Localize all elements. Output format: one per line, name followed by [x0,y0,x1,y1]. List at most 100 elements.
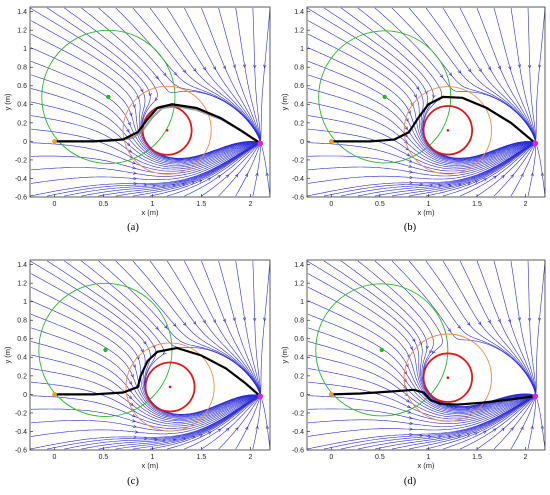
streamline [30,314,260,418]
streamline-arrow [457,69,462,74]
streamline-arrow [133,176,137,181]
streamline [261,145,270,197]
obstacle-center [446,376,450,380]
streamline-arrow [501,174,505,179]
x-tick-label: 1 [150,201,154,208]
streamline-arrow [409,432,414,437]
streamline-arrow [530,172,534,177]
streamline [166,7,261,141]
y-tick-label: 0.6 [17,336,27,343]
streamline-arrow [245,426,249,431]
x-tick-label: 0.5 [375,201,385,208]
streamline [201,144,260,197]
obstacle-outer-circle [403,333,493,422]
streamline-arrow [134,430,139,434]
streamline-arrow [466,433,471,437]
streamline [493,398,535,450]
streamline [132,396,259,450]
streamline [30,395,258,427]
streamline-arrow [129,402,134,406]
x-tick-label: 1.5 [472,201,482,208]
y-tick-label: 1.4 [294,9,304,16]
streamline-arrow [432,94,436,99]
streamline [30,142,259,172]
streamline-arrow [162,351,167,355]
streamline-arrow [132,104,136,109]
streamline [261,397,270,450]
green-point [103,347,108,353]
streamline-arrow [467,68,472,73]
y-tick-label: -0.4 [292,429,304,436]
streamline [98,396,259,450]
streamline-arrow [497,318,501,323]
streamline-arrow [540,425,545,430]
streamline [30,142,260,177]
streamline [260,7,270,142]
streamline [30,128,258,170]
streamline-arrow [140,88,144,93]
streamline-arrow [466,321,471,326]
streamline [307,20,534,160]
obstacle-center [168,385,172,389]
streamline [184,143,260,197]
streamline [132,143,259,197]
streamline-arrow [182,69,187,74]
streamline-arrow [437,184,442,188]
streamline-arrow [408,164,413,168]
streamline-arrow [212,319,216,324]
streamline-arrow [162,438,167,442]
streamline-arrow [199,434,203,438]
streamline-arrow [192,321,197,325]
streamline [425,7,536,142]
streamline-arrow [128,149,133,153]
streamline [307,368,534,418]
y-tick-label: 0.2 [294,120,304,127]
streamline-arrow [427,435,432,439]
streamline [184,260,261,395]
streamline-arrow [128,395,133,400]
streamline [201,260,261,395]
y-tick-label: 0.6 [17,83,27,90]
streamline-arrow [520,173,524,178]
streamline-arrow [127,121,131,126]
streamline-arrow [419,182,424,186]
streamline [252,397,261,450]
y-tick-label: 0.2 [17,373,27,380]
streamline [408,7,536,142]
streamline [30,396,259,450]
streamline [408,260,536,395]
streamline-arrow [163,324,168,329]
x-tick-label: 0.5 [99,454,109,461]
streamline [527,7,537,142]
y-tick-label: 0.2 [294,373,304,380]
streamline-arrow [153,438,158,442]
y-tick-label: -0.4 [15,429,27,436]
obstacle-outer-circle [122,85,212,175]
trajectory-line [54,103,261,145]
streamline [510,260,536,394]
panel-caption: (c) [127,476,139,487]
streamline-arrow [131,414,136,418]
streamline-arrow [437,435,442,439]
streamline-arrow [182,322,187,326]
trajectory-line [331,95,537,145]
y-tick-label: 1 [23,299,27,306]
streamline [260,260,270,395]
streamline [98,143,260,197]
streamline [307,88,534,165]
streamline [30,341,259,420]
chart-panel-1: 0 0.5 1 1.5 2 -0.6 -0.4 -0.2 0 0.2 0.4 0.6 0.8 1 1.2 1.… [3,6,271,233]
streamline [323,260,534,408]
streamline [252,260,261,395]
streamline [30,20,258,160]
y-tick-label: 0 [23,392,27,399]
y-tick-label: 0.8 [17,65,27,72]
goal-point [257,140,264,147]
streamline-arrow [487,319,491,324]
streamline-arrow [408,159,413,163]
y-tick-label: 1.2 [294,28,304,35]
streamline-arrow [155,75,159,80]
y-axis-label: y (m) [280,346,289,364]
streamline [132,260,261,395]
panel-caption: (d) [404,476,417,487]
